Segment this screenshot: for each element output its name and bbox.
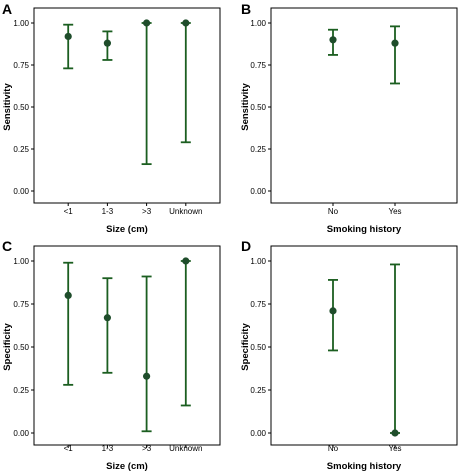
x-tick-label: >3 — [142, 207, 152, 216]
y-axis-title: Specificity — [2, 323, 13, 371]
x-tick-label: Yes — [388, 444, 401, 453]
y-tick-label: 0.75 — [250, 61, 266, 70]
y-tick-label: 1.00 — [13, 19, 29, 28]
data-point — [391, 429, 399, 437]
y-tick-label: 0.25 — [13, 386, 29, 395]
x-tick-label: >3 — [142, 444, 152, 453]
error-bar — [63, 261, 74, 386]
y-tick-label: 0.50 — [250, 103, 266, 112]
y-tick-label: 0.75 — [13, 61, 29, 70]
data-point — [182, 257, 190, 265]
data-point — [329, 36, 337, 44]
y-tick-label: 0.75 — [13, 300, 29, 309]
x-tick-label: No — [328, 207, 339, 216]
y-tick-label: 0.50 — [13, 343, 29, 352]
error-bar — [180, 260, 191, 407]
y-tick-label: 0.25 — [250, 386, 266, 395]
plot-frame — [33, 7, 221, 204]
data-point — [182, 19, 190, 27]
x-axis-title: Smoking history — [327, 224, 402, 235]
error-bar — [390, 25, 400, 85]
y-tick-label: 1.00 — [250, 257, 266, 266]
data-point — [103, 314, 111, 322]
data-point — [143, 19, 151, 27]
panel-letter: D — [241, 238, 251, 254]
error-bar — [180, 22, 191, 144]
error-bar — [63, 23, 74, 70]
panel-letter: C — [2, 238, 12, 254]
panel-letter: B — [241, 1, 251, 17]
x-tick-label: <1 — [64, 207, 74, 216]
data-point — [329, 307, 337, 315]
panel-a: A 0.00 0.25 0.50 0.75 1.00 Sensitivity <1 1-3 >3 U… — [2, 1, 221, 235]
y-tick-label: 1.00 — [13, 257, 29, 266]
y-tick-label: 0.50 — [250, 343, 266, 352]
data-point — [64, 32, 72, 41]
error-bar — [390, 263, 400, 434]
data-point — [103, 39, 111, 47]
y-tick-label: 1.00 — [250, 19, 266, 28]
error-bar — [141, 275, 152, 433]
x-tick-label: <1 — [64, 444, 74, 453]
x-axis-title: Smoking history — [327, 461, 402, 472]
x-tick-label: Unknown — [169, 444, 202, 453]
data-point — [391, 39, 399, 47]
x-tick-label: Unknown — [169, 207, 202, 216]
x-tick-label: 1-3 — [102, 207, 114, 216]
x-axis-title: Size (cm) — [106, 224, 148, 235]
x-tick-label: 1-3 — [102, 444, 114, 453]
y-axis-title: Specificity — [240, 323, 251, 371]
panel-d: D 0.00 0.25 0.50 0.75 1.00 Specificity No Yes Smo… — [240, 238, 458, 472]
data-point — [143, 372, 151, 380]
x-tick-label: Yes — [388, 207, 401, 216]
plot-frame — [270, 245, 458, 446]
y-tick-label: 0.00 — [250, 429, 266, 438]
y-tick-label: 0.25 — [13, 145, 29, 154]
y-tick-label: 0.00 — [13, 187, 29, 196]
panel-c: C 0.00 0.25 0.50 0.75 1.00 Specificity <1 1-3 >3 U… — [2, 238, 221, 472]
data-point — [64, 291, 72, 299]
y-tick-label: 0.75 — [250, 300, 266, 309]
x-axis-title: Size (cm) — [106, 461, 148, 472]
x-tick-label: No — [328, 444, 339, 453]
plot-frame — [270, 7, 458, 204]
y-tick-label: 0.00 — [13, 429, 29, 438]
y-axis-title: Sensitivity — [2, 83, 13, 131]
error-bar — [328, 279, 338, 352]
y-axis-title: Sensitivity — [240, 83, 251, 131]
error-bar — [102, 277, 113, 374]
y-tick-label: 0.00 — [250, 187, 266, 196]
error-bar — [141, 22, 152, 166]
y-tick-label: 0.50 — [13, 103, 29, 112]
y-tick-label: 0.25 — [250, 145, 266, 154]
panel-letter: A — [2, 1, 12, 17]
panel-b: B 0.00 0.25 0.50 0.75 1.00 Sensitivity No Yes Smo… — [240, 1, 458, 235]
plot-frame — [33, 245, 221, 446]
